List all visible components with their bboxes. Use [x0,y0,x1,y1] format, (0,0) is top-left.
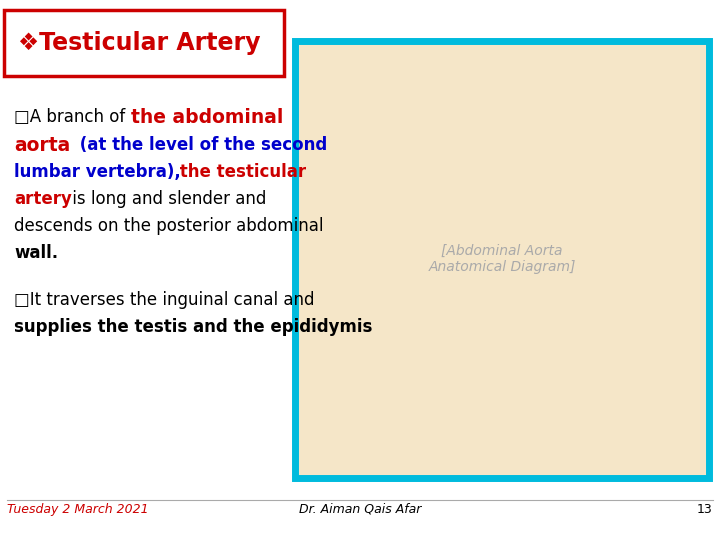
Text: [Abdominal Aorta
Anatomical Diagram]: [Abdominal Aorta Anatomical Diagram] [428,244,576,274]
Text: □It traverses the inguinal canal and: □It traverses the inguinal canal and [14,291,315,308]
Text: Tuesday 2 March 2021: Tuesday 2 March 2021 [7,503,149,516]
Text: Dr. Aiman Qais Afar: Dr. Aiman Qais Afar [299,503,421,516]
Text: ❖Testicular Artery: ❖Testicular Artery [18,31,261,55]
FancyBboxPatch shape [4,10,284,76]
Text: 13: 13 [697,503,713,516]
Text: □A branch of: □A branch of [14,108,131,126]
FancyBboxPatch shape [295,40,709,478]
Text: is long and slender and: is long and slender and [67,190,266,208]
Text: lumbar vertebra),: lumbar vertebra), [14,163,181,181]
Text: the testicular: the testicular [174,163,307,181]
Text: the abdominal: the abdominal [131,108,284,127]
Text: supplies the testis and the epididymis: supplies the testis and the epididymis [14,318,373,335]
Text: aorta: aorta [14,136,71,155]
Text: (at the level of the second: (at the level of the second [74,136,328,154]
Text: descends on the posterior abdominal: descends on the posterior abdominal [14,217,324,235]
Text: wall.: wall. [14,244,58,262]
Text: artery: artery [14,190,72,208]
